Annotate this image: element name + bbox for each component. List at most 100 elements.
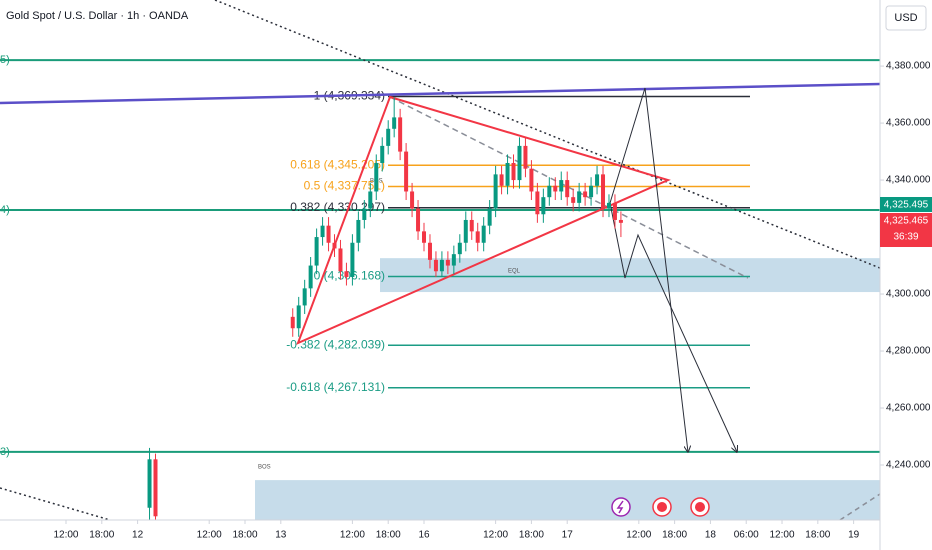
candle-body <box>296 305 301 329</box>
candle-body <box>583 191 588 198</box>
candle-body <box>392 117 397 129</box>
dotted-trendline <box>0 487 111 520</box>
y-tick-label: 4,380.000 <box>886 61 931 72</box>
candle-body <box>320 225 325 238</box>
y-tick-label: 4,300.000 <box>886 289 931 300</box>
x-tick-label: 18:00 <box>805 530 830 541</box>
candle-body <box>326 225 331 243</box>
candle-body <box>505 162 510 186</box>
currency: USD <box>894 12 917 24</box>
fib-label: -0.382 (4,282.039) <box>286 337 385 351</box>
candle-body <box>350 242 355 277</box>
x-tick-label: 12:00 <box>770 530 795 541</box>
candle-body <box>427 242 432 260</box>
candle-body <box>380 145 385 163</box>
candle-body <box>571 197 576 203</box>
candle-body <box>529 168 534 192</box>
fib-label: -0.618 (4,267.131) <box>286 380 385 394</box>
candle-body <box>487 208 492 226</box>
candle-body <box>577 191 582 203</box>
dashed-trendline <box>839 493 880 520</box>
purple-trendline <box>0 82 880 105</box>
candle-body <box>523 145 528 169</box>
drawings <box>0 0 880 520</box>
candle-body <box>344 271 349 277</box>
x-tick-label: 18 <box>705 530 717 541</box>
candle-body <box>511 162 516 181</box>
price-tag: 4,325.465 <box>884 216 929 227</box>
y-tick-label: 4,260.000 <box>886 403 931 414</box>
price-tag: 4,325.495 <box>884 200 929 211</box>
candle-body <box>433 259 438 272</box>
x-tick-label: 12:00 <box>53 530 78 541</box>
candle-body <box>404 151 409 192</box>
zone <box>255 480 880 520</box>
candle-body <box>374 162 379 192</box>
candle-body <box>618 219 623 223</box>
annotation: EQL <box>508 269 521 275</box>
candle-body <box>368 191 373 209</box>
x-tick-label: 12:00 <box>483 530 508 541</box>
annotation: BOS <box>258 465 271 471</box>
candle-body <box>302 288 307 306</box>
candle-body <box>362 208 367 220</box>
event-icon <box>657 502 667 512</box>
countdown: 36:39 <box>893 232 918 243</box>
x-tick-label: 12:00 <box>197 530 222 541</box>
candle-body <box>499 174 504 186</box>
currency-box <box>885 5 927 31</box>
fib-label: 0 (4,306.168) <box>314 269 385 283</box>
candle-body <box>547 185 552 198</box>
triangle-pattern <box>296 95 671 345</box>
fib-label: 0.382 (4,330.297) <box>290 200 385 214</box>
x-tick-label: 12:00 <box>626 530 651 541</box>
candle-body <box>147 459 152 508</box>
x-tick-label: 18:00 <box>89 530 114 541</box>
fib-label: 0.5 (4,337.751) <box>304 179 385 193</box>
candle-body <box>332 242 337 249</box>
candle-body <box>481 225 486 243</box>
x-tick-label: 12 <box>132 530 144 541</box>
y-tick-label: 4,280.000 <box>886 346 931 357</box>
candle-body <box>517 145 522 181</box>
candle-body <box>565 180 570 198</box>
price-tag-bg <box>880 213 932 247</box>
y-tick-label: 4,360.000 <box>886 118 931 129</box>
y-tick-label: 4,340.000 <box>886 175 931 186</box>
candle-body <box>338 248 343 272</box>
candle-body <box>493 174 498 209</box>
event-icon <box>695 502 705 512</box>
candle-body <box>290 316 295 329</box>
candle-body <box>356 219 361 243</box>
projection-arrow <box>609 87 688 452</box>
projection-arrow <box>609 202 737 452</box>
event-icon <box>611 497 631 517</box>
candle-body <box>535 191 540 215</box>
x-tick-label: 19 <box>848 530 860 541</box>
chart-title: Gold Spot / U.S. Dollar · 1h · OANDA <box>6 10 189 22</box>
candle-body <box>606 202 611 209</box>
candle-body <box>308 265 313 289</box>
candle-body <box>422 231 427 243</box>
candle-body <box>439 259 444 272</box>
candle-body <box>601 174 606 209</box>
candle-body <box>445 259 450 266</box>
x-tick-label: 12:00 <box>340 530 365 541</box>
candle-body <box>416 208 421 232</box>
candle-body <box>463 219 468 243</box>
x-tick-label: 16 <box>418 530 430 541</box>
price-tag-bg <box>880 197 932 212</box>
y-tick-label: 4,240.000 <box>886 460 931 471</box>
candle-body <box>410 191 415 209</box>
axes: 4,380.000 4,360.000 4,340.000 4,300.000 4,28… <box>53 61 930 541</box>
candle-body <box>386 128 391 146</box>
candle-body <box>314 237 319 266</box>
level-label: 5) <box>0 54 10 66</box>
candle-body <box>451 254 456 266</box>
candle-body <box>541 197 546 215</box>
x-tick-label: 18:00 <box>232 530 257 541</box>
fib-label: 0.618 (4,345.205) <box>290 157 385 171</box>
candle-body <box>559 180 564 192</box>
candle-body <box>457 242 462 255</box>
